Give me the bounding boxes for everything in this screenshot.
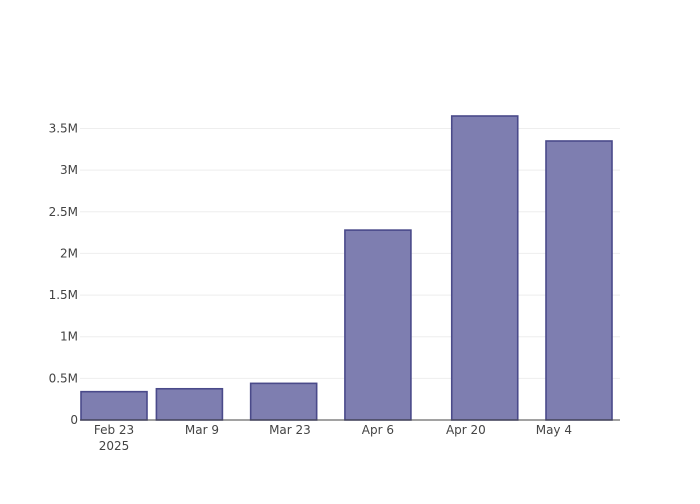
- bar[interactable]: [155, 387, 224, 421]
- y-tick-label: 0.5M: [49, 371, 78, 385]
- bars: [80, 115, 613, 421]
- y-tick-label: 2M: [60, 246, 78, 260]
- bar[interactable]: [545, 140, 613, 421]
- x-tick-label: Apr 6: [362, 423, 394, 437]
- bar[interactable]: [80, 390, 148, 421]
- x-tick-label: Mar 9: [185, 423, 219, 437]
- x-tick-label: Mar 23: [269, 423, 311, 437]
- y-tick-label: 2.5M: [49, 205, 78, 219]
- y-tick-label: 0: [70, 413, 78, 427]
- y-tick-label: 3M: [60, 163, 78, 177]
- x-year-label: 2025: [99, 439, 130, 453]
- bar[interactable]: [450, 115, 519, 421]
- x-tick-label: Feb 23: [94, 423, 134, 437]
- y-tick-label: 1M: [60, 330, 78, 344]
- tick-labels: 0 0.5M 1M 1.5M 2M 2.5M 3M 3.5M Feb 23 Mar 9 Mar 23…: [49, 121, 572, 453]
- x-tick-label: Apr 20: [446, 423, 486, 437]
- bar[interactable]: [344, 229, 412, 421]
- x-tick-label: May 4: [536, 423, 572, 437]
- y-tick-label: 3.5M: [49, 121, 78, 135]
- y-tick-label: 1.5M: [49, 288, 78, 302]
- bar[interactable]: [249, 382, 318, 421]
